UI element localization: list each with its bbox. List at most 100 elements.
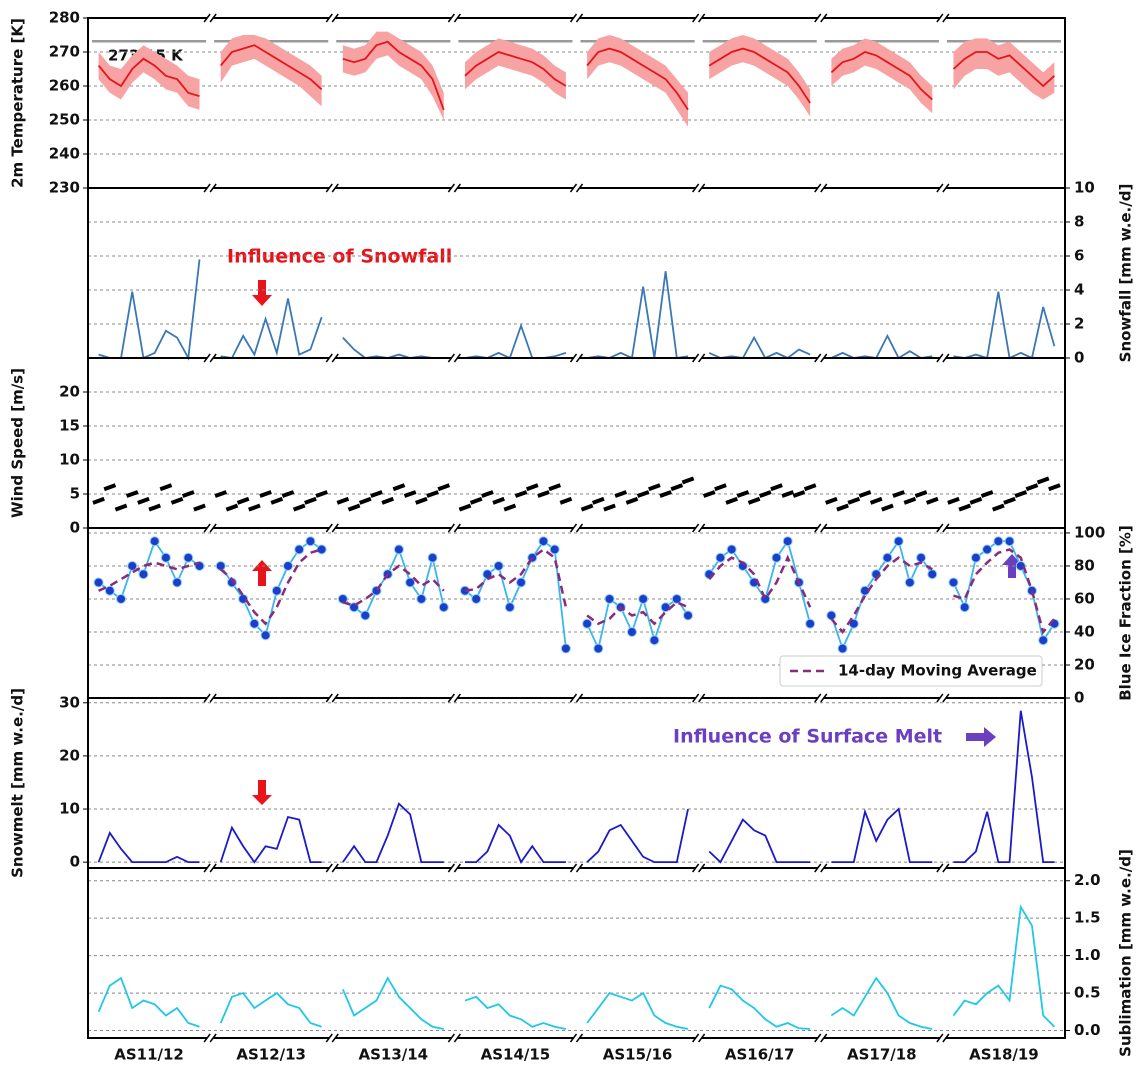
axis-break <box>451 15 458 21</box>
axis-break <box>692 523 700 533</box>
line <box>342 40 445 111</box>
axis-break <box>814 13 822 23</box>
axis-break <box>817 15 824 21</box>
wind-arrow <box>836 503 849 512</box>
point <box>305 536 316 547</box>
point <box>916 552 927 563</box>
wind-arrow <box>847 496 861 505</box>
axis-break <box>203 353 211 363</box>
axis-break <box>209 693 217 703</box>
axis-break <box>325 863 333 873</box>
axis-break <box>325 693 333 703</box>
range-band <box>953 38 1055 100</box>
line <box>708 818 811 864</box>
point <box>215 560 226 571</box>
legend-box <box>779 655 1043 687</box>
y-tick-label: 280 <box>49 9 80 27</box>
y-tick-label: 1.5 <box>1074 909 1101 927</box>
point <box>260 630 271 641</box>
line <box>98 561 200 592</box>
wind-arrow <box>525 483 539 492</box>
point <box>826 610 837 621</box>
wind-arrow <box>437 483 451 492</box>
y-tick-label: 230 <box>49 179 80 197</box>
y-tick-label: 270 <box>49 43 80 61</box>
y-axis-label: Snowmelt [mm w.e./d] <box>9 688 27 878</box>
wind-arrow <box>537 490 550 498</box>
axis-break <box>453 693 461 703</box>
wind-arrow <box>1036 476 1050 485</box>
axis-break <box>209 183 217 193</box>
point <box>649 635 660 646</box>
axis-break <box>207 695 214 701</box>
line <box>708 554 812 608</box>
y-tick-label: 0.5 <box>1074 984 1101 1002</box>
wind-arrow <box>415 496 428 505</box>
axis-break <box>207 525 214 531</box>
wind-arrow <box>292 503 306 512</box>
point <box>172 577 183 588</box>
line <box>342 336 444 359</box>
point <box>438 602 449 613</box>
axis-break <box>692 183 700 193</box>
line <box>952 51 1055 88</box>
axis-break <box>329 185 336 191</box>
line <box>586 600 689 626</box>
point <box>316 544 327 555</box>
y-tick-label: 100 <box>1074 523 1105 541</box>
axis-break <box>569 1033 578 1043</box>
wind-arrow <box>758 490 772 498</box>
wind-arrow <box>426 490 439 498</box>
wind-arrow <box>103 483 117 492</box>
y-tick-label: 40 <box>1074 622 1095 640</box>
line <box>342 564 445 607</box>
y-tick-label: 8 <box>1074 213 1084 231</box>
wind-arrow <box>170 496 184 505</box>
axis-break <box>451 865 458 871</box>
axis-break <box>575 1033 584 1043</box>
axis-break <box>331 183 339 193</box>
wind-arrow <box>1003 496 1016 505</box>
axis-break <box>942 353 950 363</box>
line <box>586 271 689 360</box>
point <box>249 618 260 629</box>
wind-arrow <box>336 496 350 505</box>
y-tick-label: 80 <box>1074 556 1095 574</box>
axis-break <box>569 863 578 873</box>
line <box>464 51 567 87</box>
axis-break <box>203 13 211 23</box>
axis-break <box>447 693 455 703</box>
wind-arrow <box>125 490 139 498</box>
wind-arrow <box>358 496 372 505</box>
point <box>127 560 138 571</box>
x-tick-label: AS11/12 <box>114 1046 184 1064</box>
x-tick-label: AS14/15 <box>481 1046 551 1064</box>
axis-break <box>936 353 944 363</box>
point <box>516 577 527 588</box>
axis-break <box>331 863 339 873</box>
point <box>138 569 149 580</box>
point <box>360 610 371 621</box>
point <box>893 536 904 547</box>
axis-break <box>329 865 336 871</box>
axis-break <box>569 13 578 23</box>
wind-arrow <box>403 490 417 498</box>
line <box>708 47 811 104</box>
axis-break <box>329 1035 336 1041</box>
line <box>342 802 444 864</box>
axis-break <box>451 695 458 701</box>
point <box>393 544 404 555</box>
x-tick-label: AS18/19 <box>969 1046 1039 1064</box>
line <box>830 51 933 101</box>
wind-arrow <box>591 496 605 505</box>
line <box>219 540 323 638</box>
axis-break <box>203 693 211 703</box>
axis-break <box>939 355 946 361</box>
wind-arrow <box>304 496 317 505</box>
wind-arrow <box>503 503 517 512</box>
line <box>708 335 811 360</box>
axis-break <box>939 15 946 21</box>
axis-break <box>692 1033 700 1043</box>
line <box>342 976 444 1030</box>
y-tick-label: 260 <box>49 77 80 95</box>
